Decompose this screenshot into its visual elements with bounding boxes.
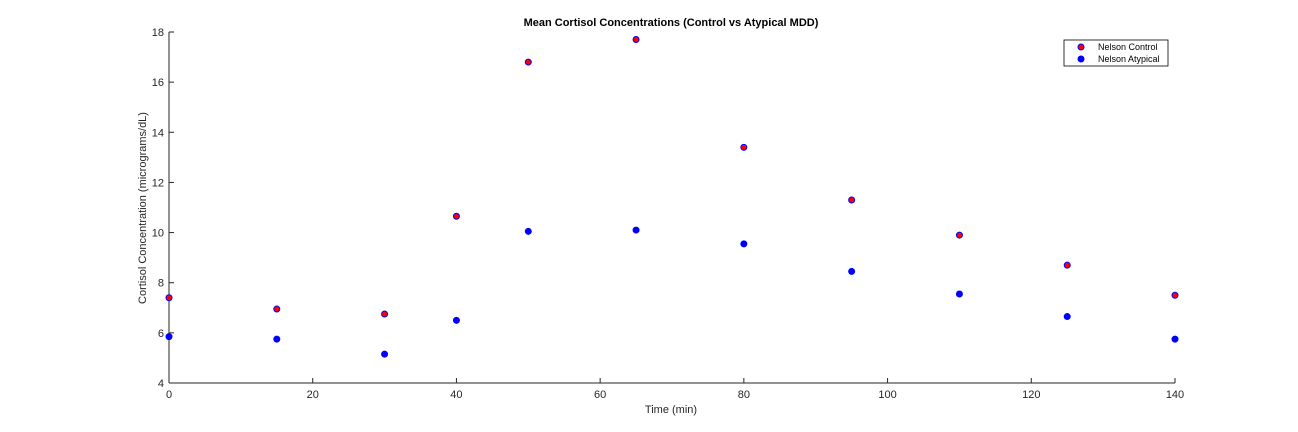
control-point	[452, 212, 460, 220]
control-point	[848, 196, 856, 204]
control-point	[165, 294, 173, 302]
atypical-point	[632, 226, 640, 234]
x-axis-label: Time (min)	[645, 404, 697, 416]
control-point	[273, 305, 281, 313]
atypical-point	[452, 316, 460, 324]
atypical-point	[381, 350, 389, 358]
control-point	[955, 231, 963, 239]
atypical-point	[273, 335, 281, 343]
y-tick-label: 4	[158, 378, 164, 390]
atypical-point	[165, 333, 173, 341]
y-tick-label: 16	[152, 77, 164, 89]
y-tick-label: 12	[152, 177, 164, 189]
y-tick-label: 6	[158, 328, 164, 340]
y-axis-label: Cortisol Concentration (micrograms/dL)	[137, 112, 149, 304]
control-point	[632, 36, 640, 44]
atypical-point	[848, 267, 856, 275]
control-point	[1063, 261, 1071, 269]
y-tick-label: 18	[152, 27, 164, 39]
legend-label-control: Nelson Control	[1098, 42, 1158, 52]
data-points	[165, 36, 1179, 358]
x-tick-label: 20	[307, 389, 319, 401]
y-tick-label: 10	[152, 228, 164, 240]
control-point	[1171, 291, 1179, 299]
x-tick-label: 60	[594, 389, 606, 401]
x-tick-label: 120	[1022, 389, 1040, 401]
x-tick-label: 100	[878, 389, 896, 401]
atypical-point	[1171, 335, 1179, 343]
x-tick-label: 40	[450, 389, 462, 401]
atypical-point	[524, 227, 532, 235]
x-tick-label: 80	[738, 389, 750, 401]
atypical-point	[1063, 313, 1071, 321]
axes: 0 20 40 60 80 100 120 140 4 6 8 10 12 14 16 18	[152, 27, 1184, 401]
legend-marker-control	[1077, 43, 1085, 51]
atypical-point	[955, 290, 963, 298]
control-point	[524, 58, 532, 66]
chart-title: Mean Cortisol Concentrations (Control vs…	[524, 17, 819, 29]
control-point	[740, 143, 748, 151]
x-tick-label: 0	[166, 389, 172, 401]
y-tick-label: 8	[158, 278, 164, 290]
legend-marker-atypical	[1077, 55, 1085, 63]
atypical-point	[740, 240, 748, 248]
legend: Nelson Control Nelson Atypical	[1063, 39, 1169, 67]
x-tick-label: 140	[1166, 389, 1184, 401]
legend-label-atypical: Nelson Atypical	[1098, 54, 1160, 64]
control-point	[381, 310, 389, 318]
y-tick-label: 14	[152, 127, 164, 139]
